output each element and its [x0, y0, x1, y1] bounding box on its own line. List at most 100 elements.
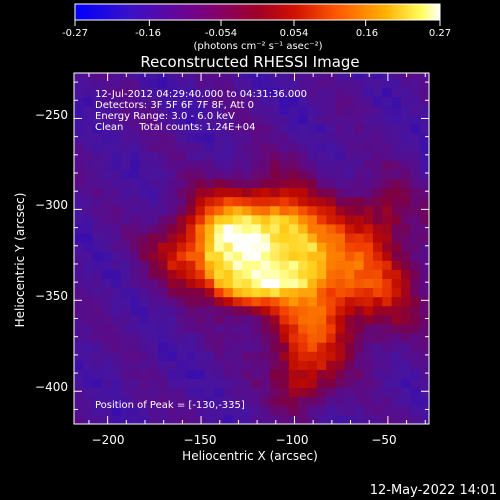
heatmap-cell — [111, 351, 122, 361]
heatmap-cell — [382, 305, 393, 316]
heatmap-cell — [382, 278, 393, 289]
heatmap-cell — [92, 187, 103, 198]
heatmap-cell — [214, 123, 224, 134]
heatmap-cell — [242, 196, 252, 207]
heatmap-cell — [204, 296, 215, 307]
heatmap-cell — [372, 278, 383, 289]
info-line: Clean Total counts: 1.24E+04 — [95, 122, 255, 133]
heatmap-cell — [242, 142, 252, 152]
heatmap-cell — [382, 369, 393, 380]
heatmap-cell — [148, 369, 159, 380]
heatmap-cell — [326, 396, 337, 407]
heatmap-cell — [354, 278, 365, 289]
heatmap-cell — [232, 396, 243, 407]
heatmap-cell — [139, 214, 150, 225]
heatmap-cell — [83, 73, 94, 79]
heatmap-cell — [167, 105, 178, 116]
heatmap-cell — [251, 396, 262, 407]
heatmap-cell — [410, 160, 421, 170]
heatmap-cell — [400, 296, 411, 307]
heatmap-cell — [176, 78, 187, 89]
heatmap-cell — [158, 96, 168, 107]
heatmap-cell — [344, 169, 355, 179]
heatmap-cell — [307, 187, 318, 198]
heatmap-cell — [307, 223, 318, 234]
colorbar-tick-label: -0.054 — [205, 28, 237, 39]
heatmap-cell — [242, 105, 252, 116]
heatmap-cell — [419, 96, 429, 107]
heatmap-cell — [195, 269, 206, 279]
heatmap-cell — [92, 114, 103, 125]
heatmap-cell — [204, 242, 215, 252]
heatmap-cell — [120, 169, 131, 179]
heatmap-cell — [382, 187, 393, 198]
heatmap-cell — [214, 251, 224, 261]
heatmap-cell — [335, 105, 346, 116]
heatmap-cell — [130, 396, 140, 407]
heatmap-cell — [83, 114, 94, 125]
heatmap-cell — [232, 305, 243, 316]
heatmap-cell — [74, 105, 84, 116]
heatmap-cell — [298, 178, 309, 189]
heatmap-cell — [382, 133, 393, 143]
heatmap-cell — [363, 305, 374, 316]
heatmap-cell — [242, 333, 252, 343]
heatmap-cell — [176, 242, 187, 252]
heatmap-cell — [279, 223, 290, 234]
heatmap-cell — [391, 142, 402, 152]
heatmap-cell — [288, 105, 299, 116]
heatmap-cell — [382, 123, 393, 134]
heatmap-cell — [83, 260, 94, 270]
heatmap-cell — [400, 78, 411, 89]
heatmap-cell — [223, 96, 234, 107]
heatmap-cell — [139, 178, 150, 189]
heatmap-cell — [242, 387, 252, 398]
heatmap-cell — [139, 260, 150, 270]
heatmap-cell — [363, 251, 374, 261]
heatmap-cell — [307, 296, 318, 307]
heatmap-cell — [130, 205, 140, 216]
heatmap-cell — [279, 205, 290, 216]
heatmap-cell — [270, 96, 281, 107]
heatmap-cell — [176, 251, 187, 261]
heatmap-cell — [195, 169, 206, 179]
heatmap-cell — [83, 305, 94, 316]
heatmap-cell — [195, 87, 206, 98]
heatmap-cell — [139, 87, 150, 98]
heatmap-cell — [335, 114, 346, 125]
heatmap-cell — [419, 133, 429, 143]
heatmap-cell — [382, 287, 393, 298]
heatmap-cell — [316, 260, 327, 270]
heatmap-cell — [288, 387, 299, 398]
heatmap-cell — [344, 323, 355, 334]
heatmap-cell — [372, 323, 383, 334]
heatmap-cell — [139, 151, 150, 161]
heatmap-cell — [74, 387, 84, 398]
heatmap-cell — [130, 105, 140, 116]
heatmap-cell — [204, 96, 215, 107]
heatmap-cell — [316, 405, 327, 416]
heatmap-cell — [130, 351, 140, 361]
heatmap-cell — [288, 414, 299, 424]
heatmap-cell — [83, 160, 94, 170]
heatmap-cell — [111, 196, 122, 207]
heatmap-cell — [195, 305, 206, 316]
heatmap-cell — [298, 196, 309, 207]
heatmap-cell — [102, 278, 112, 289]
heatmap-cell — [372, 296, 383, 307]
heatmap-cell — [223, 205, 234, 216]
heatmap-cell — [130, 287, 140, 298]
heatmap-cell — [158, 223, 168, 234]
heatmap-cell — [354, 351, 365, 361]
heatmap-cell — [139, 342, 150, 352]
heatmap-cell — [102, 133, 112, 143]
heatmap-cell — [223, 151, 234, 161]
heatmap-cell — [400, 378, 411, 389]
heatmap-cell — [354, 305, 365, 316]
heatmap-cell — [344, 387, 355, 398]
heatmap-cell — [92, 387, 103, 398]
heatmap-cell — [158, 378, 168, 389]
heatmap-cell — [288, 169, 299, 179]
heatmap-cell — [298, 369, 309, 380]
heatmap-cell — [120, 151, 131, 161]
